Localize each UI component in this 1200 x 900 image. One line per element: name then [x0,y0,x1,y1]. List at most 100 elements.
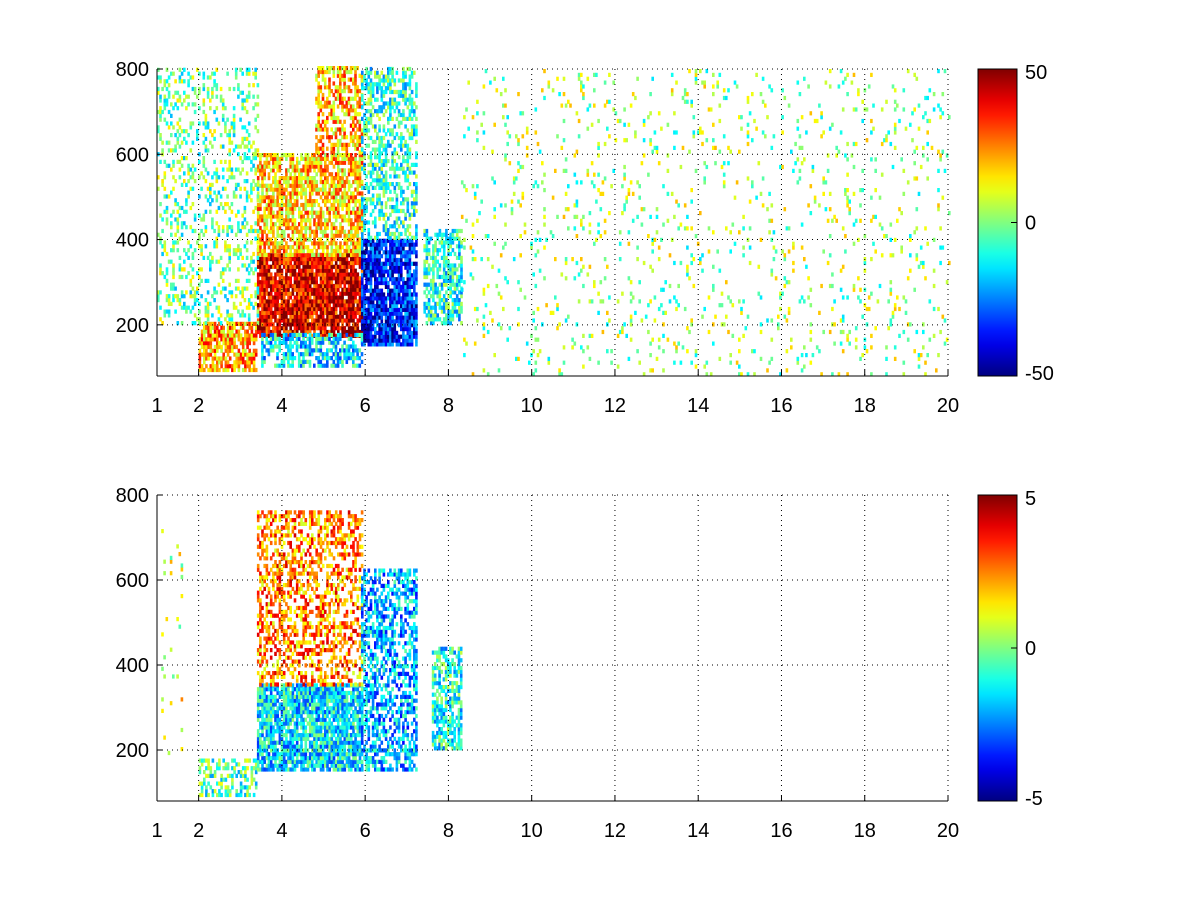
heatmap-cell [226,313,229,318]
heatmap-cell [384,224,388,229]
heatmap-cell [289,291,292,296]
heatmap-cell [367,257,371,263]
heatmap-cell [410,334,414,339]
heatmap-cell [354,123,357,128]
heatmap-cell [198,90,201,95]
heatmap-cell [241,136,244,141]
heatmap-cell [361,228,364,233]
heatmap-cell [397,155,401,160]
heatmap-cell [319,108,323,113]
heatmap-cell [406,303,410,309]
heatmap-cell [374,224,377,229]
heatmap-cell [413,132,416,137]
heatmap-cell [378,212,381,217]
heatmap-cell [343,187,347,192]
heatmap-cell [415,280,418,286]
heatmap-cell [237,348,241,353]
heatmap-cell [245,109,249,115]
heatmap-cell [315,287,318,292]
heatmap-cell [300,153,303,158]
heatmap-cell [282,191,286,196]
heatmap-cell [319,314,323,319]
heatmap-cell [382,193,386,198]
heatmap-cell [261,318,264,323]
heatmap-cell [356,276,360,281]
heatmap-cell [274,306,277,312]
heatmap-cell [406,292,410,297]
heatmap-cell [226,329,230,334]
heatmap-cell [341,295,344,300]
heatmap-cell [226,325,230,330]
heatmap-cell [231,325,234,330]
heatmap-cell [304,225,308,231]
heatmap-cell [367,342,371,347]
heatmap-cell [332,81,336,86]
heatmap-cell [269,237,273,242]
heatmap-cell [371,327,375,332]
heatmap-cell [324,318,327,323]
heatmap-cell [278,348,281,353]
heatmap-cell [427,317,431,322]
heatmap-cell [367,155,371,160]
heatmap-cell [429,313,433,318]
heatmap-cell [415,193,418,198]
heatmap-cell [187,167,190,172]
heatmap-cell [451,263,455,268]
heatmap-cell [369,261,373,266]
heatmap-cell [219,271,223,276]
heatmap-cell [245,136,249,141]
heatmap-cell [391,208,394,214]
heatmap-cell [287,264,290,269]
heatmap-cell [356,183,360,188]
heatmap-cell [371,269,375,274]
heatmap-cell [365,132,368,137]
heatmap-cell [423,309,426,314]
heatmap-cell [360,179,364,185]
heatmap-cell [334,344,338,349]
heatmap-cell [415,162,418,167]
heatmap-cell [387,66,390,72]
heatmap-cell [245,240,249,245]
heatmap-cell [393,246,397,251]
heatmap-cell [393,208,397,214]
heatmap-cell [313,183,316,188]
heatmap-cell [183,248,186,253]
heatmap-cell [324,160,327,165]
heatmap-cell [347,96,351,101]
heatmap-cell [438,248,442,253]
heatmap-cell [402,170,405,175]
heatmap-cell [413,334,416,339]
heatmap-cell [176,98,180,103]
heatmap-cell [382,280,386,286]
heatmap-cell [259,252,262,257]
heatmap-cell [393,292,397,297]
heatmap-cell [243,217,247,222]
heatmap-cell [300,299,303,304]
heatmap-cell [289,252,292,257]
heatmap-cell [369,89,373,95]
heatmap-cell [358,153,362,158]
heatmap-cell [219,274,223,280]
heatmap-cell [387,273,390,278]
heatmap-cell [165,267,169,272]
heatmap-cell [337,233,340,238]
heatmap-cell [367,189,371,194]
heatmap-cell [410,132,414,137]
heatmap-cell [408,330,412,335]
heatmap-cell [326,156,329,161]
heatmap-cell [289,340,292,345]
heatmap-cell [460,263,463,268]
heatmap-cell [334,348,338,353]
heatmap-cell [298,252,301,257]
heatmap-cell [207,325,210,330]
heatmap-cell [339,264,342,269]
heatmap-cell [384,182,388,187]
heatmap-cell [382,269,386,274]
heatmap-cell [436,267,439,272]
heatmap-cell [302,264,305,269]
heatmap-cell [304,195,308,200]
heatmap-cell [276,210,279,215]
heatmap-cell [358,264,362,269]
heatmap-cell [371,242,375,247]
heatmap-cell [313,245,316,250]
